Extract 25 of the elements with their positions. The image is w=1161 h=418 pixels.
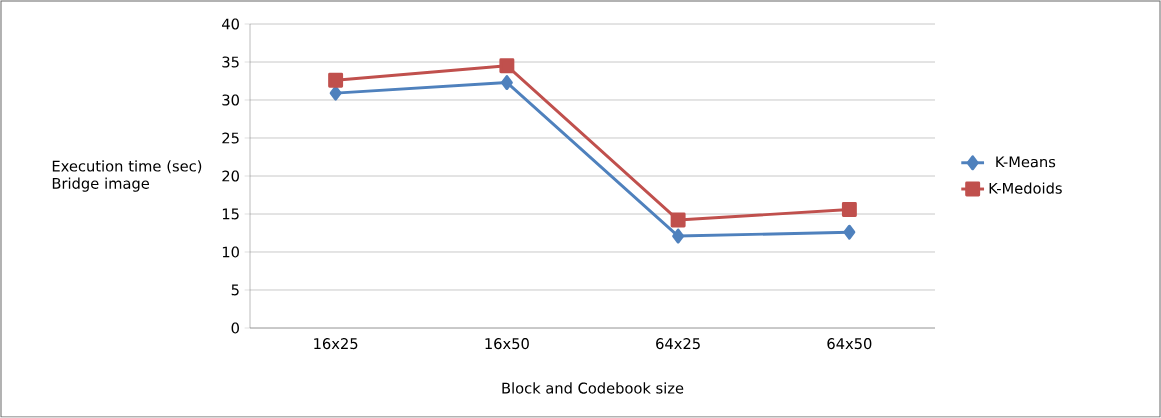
point (499, 58, 515, 74)
x-tick-label: 16x25 (314, 338, 358, 350)
x-tick-label: 64x25 (656, 338, 700, 350)
y-tick-label: 20 (222, 170, 239, 182)
point (500, 75, 513, 90)
legend-label: K-Means (996, 156, 1056, 168)
x-axis-title: Block and Codebook size (502, 382, 684, 394)
point (843, 224, 856, 240)
y-tick-label: 30 (222, 94, 239, 106)
point (672, 228, 685, 244)
y-axis-title: Execution time (sec) Bridge image (52, 160, 202, 192)
y-tick-label: 25 (222, 132, 239, 144)
point (670, 212, 686, 228)
point (328, 72, 344, 88)
y-tick-label: 40 (222, 18, 239, 30)
point (329, 85, 342, 101)
y-tick-label: 5 (231, 284, 239, 296)
legend-label: K-Medoids (989, 182, 1062, 194)
y-tick-label: 10 (222, 246, 239, 258)
y-tick-label: 15 (222, 208, 239, 220)
y-tick-label: 35 (222, 56, 239, 68)
x-tick-label: 16x50 (485, 338, 529, 350)
point (841, 201, 857, 217)
x-tick-label: 64x50 (827, 338, 872, 350)
y-tick-label: 0 (231, 322, 239, 334)
